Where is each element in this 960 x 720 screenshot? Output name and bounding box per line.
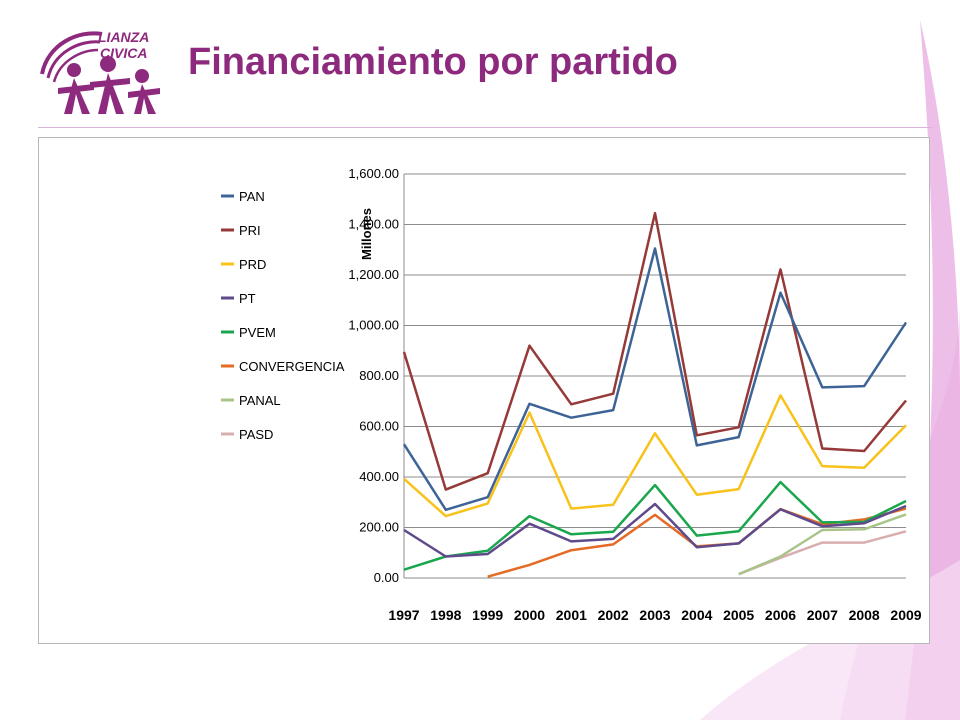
y-tick-label: 200.00	[359, 520, 399, 535]
y-axis-title: Millones	[359, 208, 374, 260]
y-tick-label: 1,600.00	[348, 166, 399, 181]
x-tick-label: 2007	[807, 607, 838, 623]
x-tick-label: 2006	[765, 607, 796, 623]
legend-label-pt: PT	[239, 291, 256, 306]
series-line-pri	[402, 211, 907, 491]
series-line-pan	[402, 247, 908, 512]
x-tick-label: 2000	[514, 607, 545, 623]
alianza-civica-logo: LIANZA CIVICA	[40, 29, 160, 114]
legend-label-prd: PRD	[239, 257, 266, 272]
legend-label-convergencia: CONVERGENCIA	[239, 359, 345, 374]
legend-label-panal: PANAL	[239, 393, 281, 408]
y-tick-label: 800.00	[359, 368, 399, 383]
y-tick-label: 400.00	[359, 469, 399, 484]
legend-label-pvem: PVEM	[239, 325, 276, 340]
y-tick-label: 1,400.00	[348, 217, 399, 232]
x-tick-label: 2009	[890, 607, 921, 623]
x-tick-label: 2003	[639, 607, 670, 623]
x-tick-label: 2004	[681, 607, 712, 623]
x-tick-label: 1999	[472, 607, 503, 623]
slide-title: Financiamiento por partido	[188, 41, 678, 83]
y-tick-label: 1,200.00	[348, 267, 399, 282]
y-tick-label: 1,000.00	[348, 318, 399, 333]
x-tick-label: 2001	[556, 607, 587, 623]
legend-label-pri: PRI	[239, 223, 261, 238]
chart-frame: 0.00 200.00 400.00 600.00 800.00 1,000.00 1,20…	[38, 137, 930, 644]
x-tick-label: 2002	[598, 607, 629, 623]
legend-label-pan: PAN	[239, 189, 265, 204]
y-tick-label: 0.00	[374, 570, 399, 585]
x-tick-label: 2008	[849, 607, 880, 623]
x-tick-label: 2005	[723, 607, 754, 623]
series-line-prd	[403, 394, 907, 518]
y-tick-label: 600.00	[359, 419, 399, 434]
logo-text-line1: LIANZA	[98, 29, 149, 45]
line-chart: 0.00 200.00 400.00 600.00 800.00 1,000.00 1,20…	[221, 166, 922, 623]
series-line-panal	[738, 513, 907, 576]
series-line-pvem	[403, 480, 907, 571]
title-divider	[38, 127, 933, 128]
series-line-pt	[403, 502, 907, 558]
legend-label-pasd: PASD	[239, 427, 273, 442]
x-tick-label: 1997	[388, 607, 419, 623]
series-line-pasd	[738, 530, 907, 576]
x-tick-label: 1998	[430, 607, 461, 623]
